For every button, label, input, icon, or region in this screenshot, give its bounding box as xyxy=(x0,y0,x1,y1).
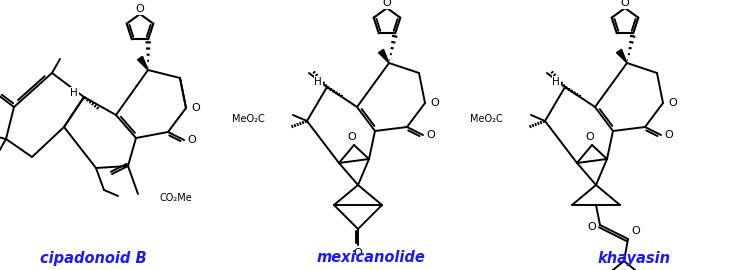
Text: khayasin: khayasin xyxy=(597,251,670,265)
Text: O: O xyxy=(354,248,362,258)
Text: O: O xyxy=(188,135,196,145)
Text: O: O xyxy=(192,103,200,113)
Text: O: O xyxy=(136,4,144,14)
Text: O: O xyxy=(382,0,392,8)
Text: CO₂Me: CO₂Me xyxy=(160,193,193,203)
Text: O: O xyxy=(588,222,596,232)
Text: O: O xyxy=(586,132,594,142)
Text: H: H xyxy=(314,77,322,87)
Text: O: O xyxy=(621,0,629,8)
Text: O: O xyxy=(632,226,640,236)
Text: O: O xyxy=(347,132,356,142)
Text: O: O xyxy=(430,98,439,108)
Text: O: O xyxy=(664,130,674,140)
Text: cipadonoid B: cipadonoid B xyxy=(40,251,147,265)
Polygon shape xyxy=(616,49,627,63)
Text: MeO₂C: MeO₂C xyxy=(470,114,503,124)
Text: MeO₂C: MeO₂C xyxy=(232,114,265,124)
Polygon shape xyxy=(379,49,389,63)
Text: H: H xyxy=(70,88,78,98)
Text: O: O xyxy=(427,130,435,140)
Polygon shape xyxy=(137,56,148,70)
Text: O: O xyxy=(669,98,677,108)
Text: H: H xyxy=(552,77,560,87)
Text: mexicanolide: mexicanolide xyxy=(316,251,426,265)
